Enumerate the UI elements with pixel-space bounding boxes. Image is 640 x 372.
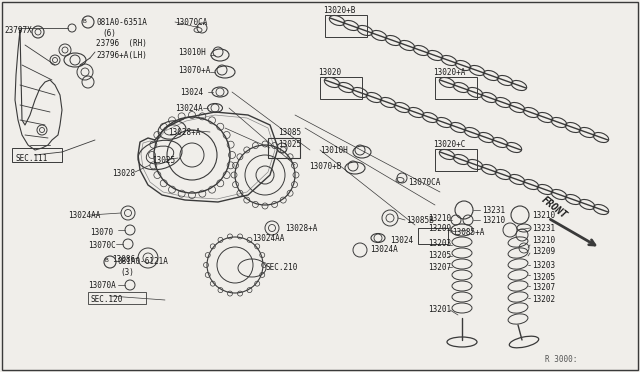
Text: 13024: 13024 [180, 87, 203, 96]
Bar [320, 77, 362, 99]
Text: 13205: 13205 [532, 273, 555, 282]
Text: 13205: 13205 [428, 251, 451, 260]
Text: 13070CA: 13070CA [408, 177, 440, 186]
Text: 13231: 13231 [482, 205, 505, 215]
Text: SEC.120: SEC.120 [90, 295, 122, 304]
Text: 13207: 13207 [532, 283, 555, 292]
Text: 13028: 13028 [112, 169, 135, 177]
Text: 13210: 13210 [428, 214, 451, 222]
Text: 13203: 13203 [532, 260, 555, 269]
Text: SEC.111: SEC.111 [15, 154, 47, 163]
Text: 13024AA: 13024AA [252, 234, 284, 243]
Text: 13025: 13025 [278, 140, 301, 148]
Text: B: B [104, 259, 108, 263]
Text: 13085B: 13085B [406, 215, 434, 224]
Text: 081A0-6351A: 081A0-6351A [96, 17, 147, 26]
Bar [435, 149, 477, 171]
Text: 13085: 13085 [278, 128, 301, 137]
Text: 13070: 13070 [90, 228, 113, 237]
Bar [435, 77, 477, 99]
Text: 13070C: 13070C [88, 241, 116, 250]
Text: 13020+C: 13020+C [433, 140, 465, 148]
Text: (6): (6) [102, 29, 116, 38]
Text: 13070CA: 13070CA [175, 17, 207, 26]
Text: 13024AA: 13024AA [68, 211, 100, 219]
Text: FRONT: FRONT [540, 195, 570, 221]
Text: 13070A: 13070A [88, 282, 116, 291]
Text: R 3000:: R 3000: [545, 356, 577, 365]
Text: 13210: 13210 [532, 235, 555, 244]
Text: 13202: 13202 [532, 295, 555, 305]
Text: B: B [82, 19, 86, 23]
Text: 13210: 13210 [482, 215, 505, 224]
Bar [268, 138, 300, 158]
Text: 13207: 13207 [428, 263, 451, 272]
Text: 23796  (RH): 23796 (RH) [96, 38, 147, 48]
Text: 13086: 13086 [112, 256, 135, 264]
Text: 13203: 13203 [428, 238, 451, 247]
Text: 13201: 13201 [428, 305, 451, 314]
Text: 13020+B: 13020+B [323, 6, 355, 15]
Text: 13085+A: 13085+A [452, 228, 484, 237]
Text: 13209: 13209 [428, 224, 451, 232]
Text: 13025: 13025 [152, 155, 175, 164]
Text: 13010H: 13010H [178, 48, 205, 57]
Bar [12, 148, 62, 162]
Text: 13070+A: 13070+A [178, 65, 211, 74]
Text: 081A0-6121A: 081A0-6121A [117, 257, 168, 266]
Text: 13024A: 13024A [175, 103, 203, 112]
Text: 13210: 13210 [532, 211, 555, 219]
Text: (3): (3) [120, 267, 134, 276]
Bar [88, 292, 146, 304]
Text: 13209: 13209 [532, 247, 555, 257]
Text: 13231: 13231 [532, 224, 555, 232]
Text: 13010H: 13010H [320, 145, 348, 154]
Text: 13020: 13020 [318, 67, 341, 77]
Text: 13028+A: 13028+A [285, 224, 317, 232]
Text: 13028+A: 13028+A [168, 128, 200, 137]
Bar [418, 228, 448, 244]
Text: 13024A: 13024A [370, 246, 397, 254]
Text: 23797X: 23797X [4, 26, 32, 35]
Bar [325, 15, 367, 37]
Text: 13070+B: 13070+B [310, 161, 342, 170]
Text: 13020+A: 13020+A [433, 67, 465, 77]
Text: 13024: 13024 [390, 235, 413, 244]
Text: 23796+A(LH): 23796+A(LH) [96, 51, 147, 60]
Text: SEC.210: SEC.210 [266, 263, 298, 273]
